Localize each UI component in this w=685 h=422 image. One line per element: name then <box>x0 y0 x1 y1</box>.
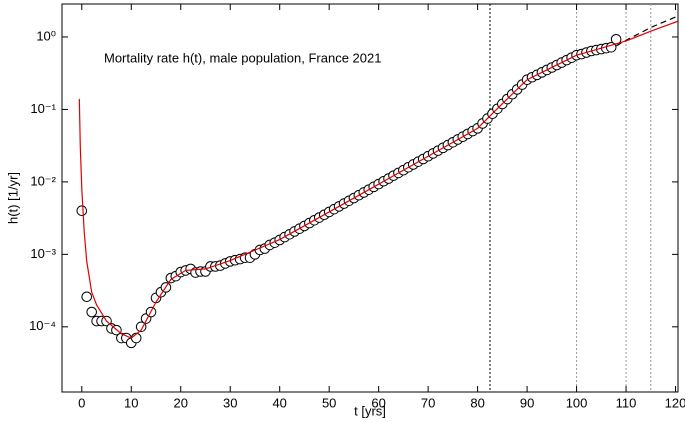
x-tick-label: 40 <box>272 395 286 410</box>
x-tick-label: 10 <box>124 395 138 410</box>
y-tick-label: 10⁻¹ <box>30 101 56 116</box>
x-tick-label: 110 <box>616 395 637 410</box>
y-axis-label: h(t) [1/yr] <box>5 172 20 224</box>
fit-line <box>78 20 678 339</box>
y-tick-label: 10⁻² <box>30 173 56 188</box>
x-tick-label: 80 <box>470 395 484 410</box>
x-tick-label: 70 <box>421 395 435 410</box>
x-axis-label: t [yrs] <box>354 403 386 418</box>
x-tick-label: 100 <box>566 395 588 410</box>
y-tick-label: 10⁻⁴ <box>29 318 56 333</box>
x-tick-label: 20 <box>174 395 188 410</box>
chart-title: Mortality rate h(t), male population, Fr… <box>104 50 381 65</box>
data-point <box>76 205 88 217</box>
x-tick-label: 30 <box>223 395 237 410</box>
x-tick-label: 90 <box>520 395 534 410</box>
y-tick-label: 10⁰ <box>36 28 56 43</box>
x-tick-label: 0 <box>78 395 85 410</box>
y-tick-label: 10⁻³ <box>30 246 56 261</box>
fit-line <box>615 15 678 47</box>
x-tick-label: 50 <box>322 395 336 410</box>
plot-frame <box>61 3 679 393</box>
data-point <box>86 306 97 318</box>
x-tick-label: 60 <box>371 395 385 410</box>
data-point <box>81 291 93 303</box>
x-tick-label: 120 <box>665 395 685 410</box>
